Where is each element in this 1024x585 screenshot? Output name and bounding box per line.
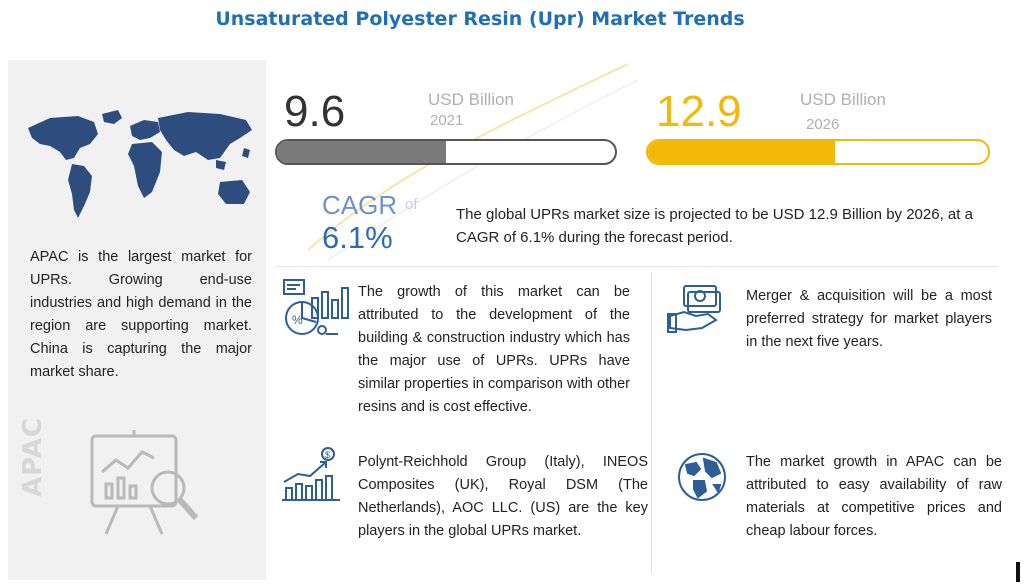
highlight-key-players: Polynt-Reichhold Group (Italy), INEOS Co… xyxy=(358,454,648,539)
current-market-value: 9.6 xyxy=(284,87,346,136)
globe-icon xyxy=(678,453,726,501)
edge-mark xyxy=(1016,562,1020,582)
region-label: APAC xyxy=(18,417,48,497)
forecast-unit: USD Billion xyxy=(800,90,886,109)
svg-text:$: $ xyxy=(325,450,330,460)
market-summary: The global UPRs market size is projected… xyxy=(456,206,973,246)
highlight-construction: The growth of this market can be attribu… xyxy=(358,284,630,415)
infographic-title: Unsaturated Polyester Resin (Upr) Market… xyxy=(215,8,745,30)
growth-chart-icon: $ xyxy=(282,447,340,501)
cagr-label: CAGR xyxy=(322,190,398,220)
highlight-apac-growth: The market growth in APAC can be attribu… xyxy=(746,454,1002,539)
vertical-divider xyxy=(651,272,652,574)
money-handshake-icon xyxy=(667,285,721,333)
forecast-value-bar-fill xyxy=(648,141,835,163)
horizontal-divider xyxy=(276,266,998,267)
current-value-bar xyxy=(275,139,617,165)
cagr-value: 6.1% xyxy=(322,220,393,255)
current-unit: USD Billion xyxy=(428,90,514,109)
highlight-strategy: Merger & acquisition will be a most pref… xyxy=(746,288,992,350)
apac-description: APAC is the largest market for UPRs. Gro… xyxy=(30,249,252,380)
svg-text:%: % xyxy=(292,313,303,327)
world-map-icon xyxy=(28,110,252,218)
forecast-value-bar xyxy=(646,139,990,165)
forecast-market-value: 12.9 xyxy=(656,87,742,136)
cagr-of: of xyxy=(405,196,418,213)
left-panel: APAC is the largest market for UPRs. Gro… xyxy=(8,60,266,580)
forecast-year: 2026 xyxy=(806,116,840,133)
current-year: 2021 xyxy=(430,112,464,129)
analytics-icon: % xyxy=(283,279,349,335)
report-magnifier-icon xyxy=(90,430,199,535)
current-value-bar-fill xyxy=(277,141,446,163)
